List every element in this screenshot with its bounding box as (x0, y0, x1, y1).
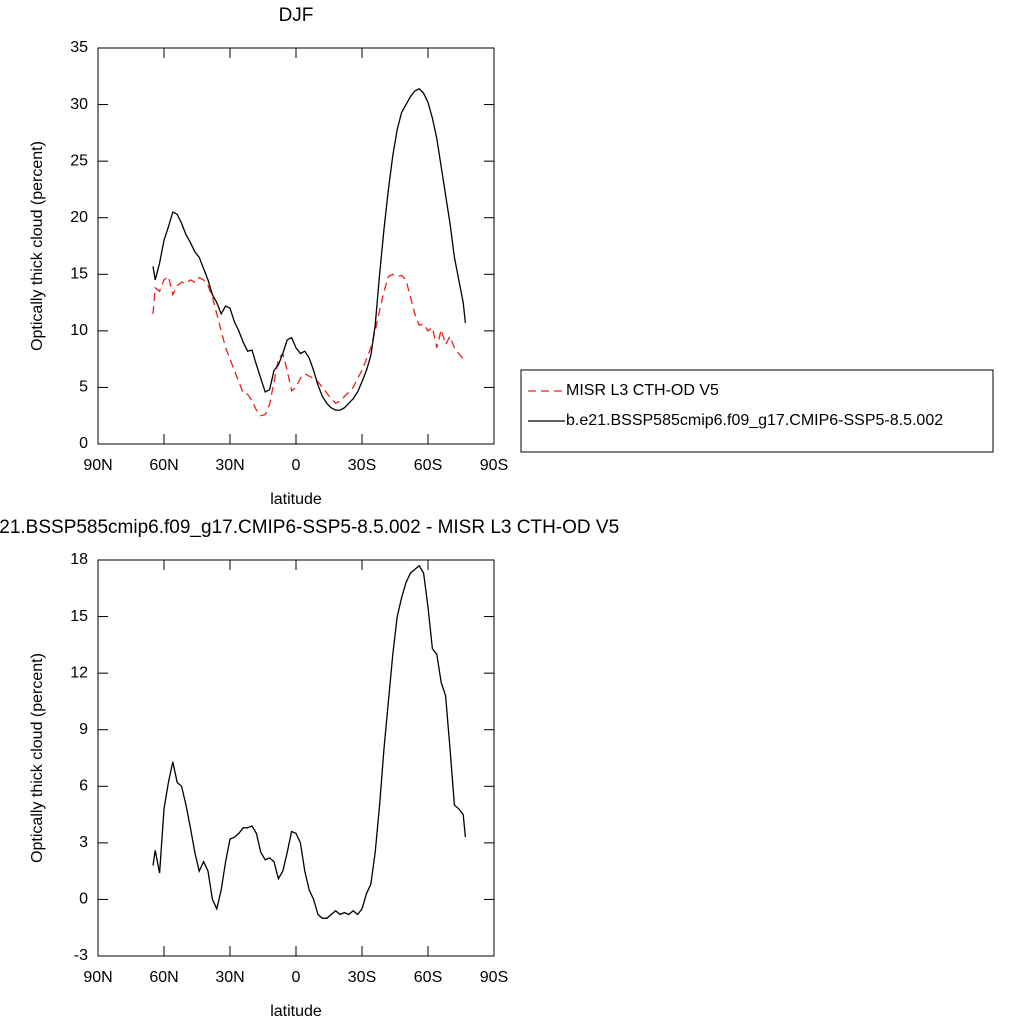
y-axis-label: Optically thick cloud (percent) (29, 141, 46, 351)
x-tick-label: 0 (292, 457, 301, 474)
x-tick-label: 60S (414, 969, 442, 986)
x-axis-label: latitude (270, 1003, 322, 1020)
y-tick-label: 3 (79, 834, 88, 851)
plot-frame (97, 559, 495, 957)
x-tick-label: 30S (348, 969, 376, 986)
x-tick-label: 90S (480, 457, 508, 474)
y-tick-label: 20 (70, 209, 88, 226)
x-tick-label: 60S (414, 457, 442, 474)
x-axis-label: latitude (270, 491, 322, 508)
chart-title: b.e21.BSSP585cmip6.f09_g17.CMIP6-SSP5-8.… (0, 517, 619, 538)
chart-title: DJF (279, 5, 314, 26)
x-tick-label: 30S (348, 457, 376, 474)
y-tick-label: 35 (70, 39, 88, 56)
plot-frame (97, 47, 495, 445)
y-tick-label: 18 (70, 551, 88, 568)
data-line (152, 87, 467, 411)
y-tick-label: -3 (74, 947, 88, 964)
x-tick-label: 30N (215, 969, 244, 986)
y-tick-label: 9 (79, 721, 88, 738)
data-line (152, 564, 467, 919)
y-tick-label: 5 (79, 379, 88, 396)
y-tick-label: 6 (79, 778, 88, 795)
x-tick-label: 60N (149, 969, 178, 986)
y-tick-label: 25 (70, 152, 88, 169)
y-tick-label: 0 (79, 435, 88, 452)
legend-box (520, 369, 994, 453)
y-tick-label: 15 (70, 608, 88, 625)
y-tick-label: 12 (70, 664, 88, 681)
x-tick-label: 90N (83, 969, 112, 986)
x-tick-label: 90N (83, 457, 112, 474)
x-tick-label: 90S (480, 969, 508, 986)
x-tick-label: 0 (292, 969, 301, 986)
data-line (152, 273, 466, 417)
x-tick-label: 30N (215, 457, 244, 474)
y-tick-label: 0 (79, 891, 88, 908)
y-tick-label: 30 (70, 96, 88, 113)
y-tick-label: 15 (70, 266, 88, 283)
y-axis-label: Optically thick cloud (percent) (29, 653, 46, 863)
legend-label: MISR L3 CTH-OD V5 (566, 382, 719, 399)
legend-label: b.e21.BSSP585cmip6.f09_g17.CMIP6-SSP5-8.… (566, 412, 943, 429)
y-tick-label: 10 (70, 322, 88, 339)
x-tick-label: 60N (149, 457, 178, 474)
